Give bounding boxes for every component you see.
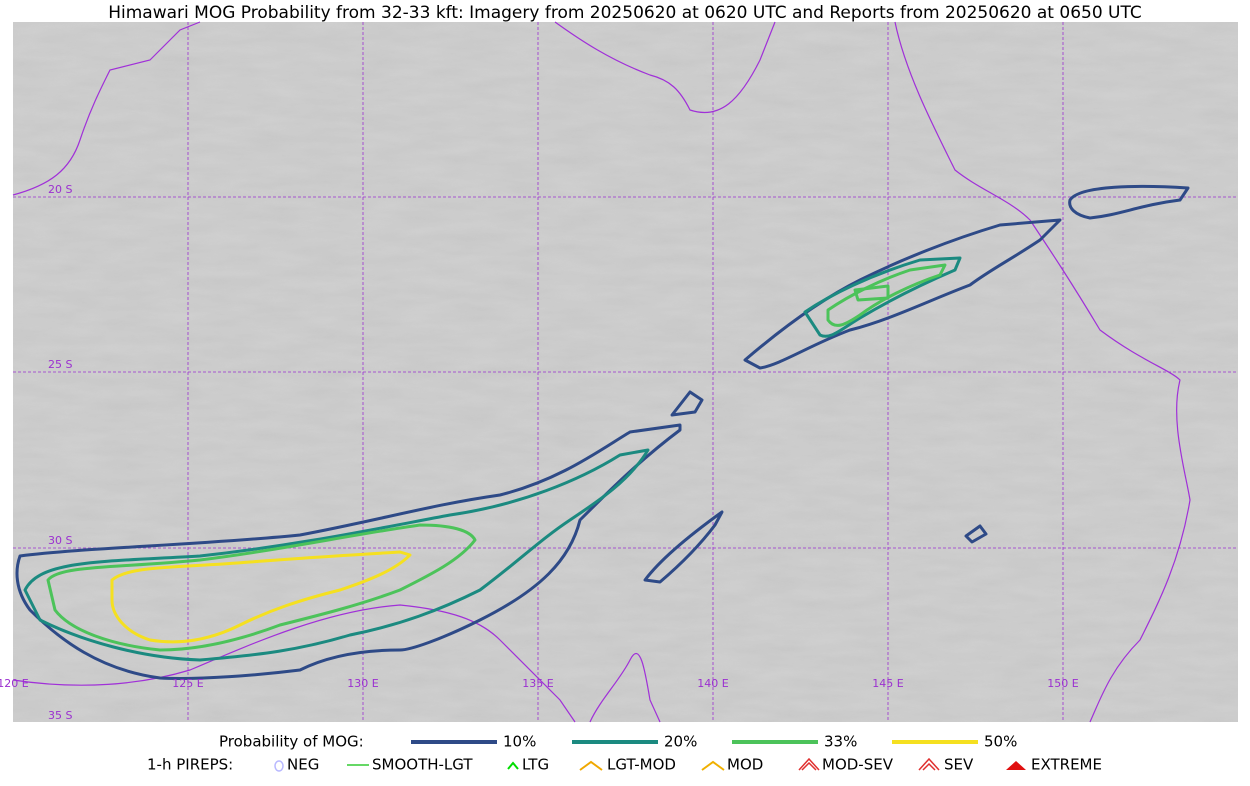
lat-label: 30 S [48, 534, 72, 547]
legend-label: 10% [503, 733, 536, 751]
probability-legend: 10% 20% 33% 50% [411, 733, 1017, 751]
graticule [13, 22, 1238, 722]
mog-contour [1068, 184, 1190, 220]
coastline [12, 21, 201, 196]
lat-label: 25 S [48, 358, 72, 371]
lon-label: 130 E [347, 677, 378, 690]
sev-icon [918, 757, 940, 771]
coastlines [12, 21, 1191, 723]
lon-label: 145 E [872, 677, 903, 690]
coastline [589, 653, 661, 723]
legend-label: NEG [287, 756, 319, 774]
mod-icon [701, 760, 725, 771]
legend-label: 33% [824, 733, 857, 751]
lon-label: 150 E [1047, 677, 1078, 690]
legend-label: SEV [944, 756, 974, 774]
mog-contour [643, 510, 724, 584]
legend-label: MOD-SEV [822, 756, 894, 774]
extreme-icon [1006, 761, 1026, 770]
lon-label: 120 E [0, 677, 29, 690]
ltg-icon [507, 761, 519, 770]
mog-contour [23, 448, 650, 662]
pirep-icons [274, 757, 1026, 772]
legend-label: MOD [727, 756, 763, 774]
coastline [554, 21, 776, 114]
legend-label: EXTREME [1031, 756, 1102, 774]
mod-sev-icon [798, 757, 820, 771]
mog-contour [964, 524, 988, 544]
lgt-mod-icon [579, 760, 603, 771]
lon-label: 140 E [697, 677, 728, 690]
lon-label: 135 E [522, 677, 553, 690]
mog-contour [46, 523, 477, 652]
contours [15, 184, 1190, 680]
lat-label: 35 S [48, 709, 72, 722]
legend-title: 1-h PIREPS: [147, 756, 233, 774]
legend: Probability of MOG: 10% 20% 33% 50% 1-h PIR… [147, 733, 1102, 774]
lat-label: 20 S [48, 183, 72, 196]
legend-label: 20% [664, 733, 697, 751]
legend-label: LGT-MOD [607, 756, 676, 774]
mog-contour [15, 423, 682, 680]
legend-title: Probability of MOG: [219, 733, 364, 751]
neg-icon [274, 760, 284, 772]
legend-label: SMOOTH-LGT [372, 756, 473, 774]
coastline [12, 604, 576, 723]
coastline [894, 21, 1191, 723]
mog-contour [670, 390, 704, 417]
mog-contour [803, 256, 962, 338]
mog-contour [110, 550, 412, 644]
title: Himawari MOG Probability from 32-33 kft:… [108, 3, 1142, 23]
lon-label: 125 E [172, 677, 203, 690]
legend-label: 50% [984, 733, 1017, 751]
mog-contour [853, 284, 890, 302]
legend-label: LTG [522, 756, 549, 774]
map: 20 S 25 S 30 S 35 S 120 E 125 E 130 E 13… [0, 21, 1238, 723]
